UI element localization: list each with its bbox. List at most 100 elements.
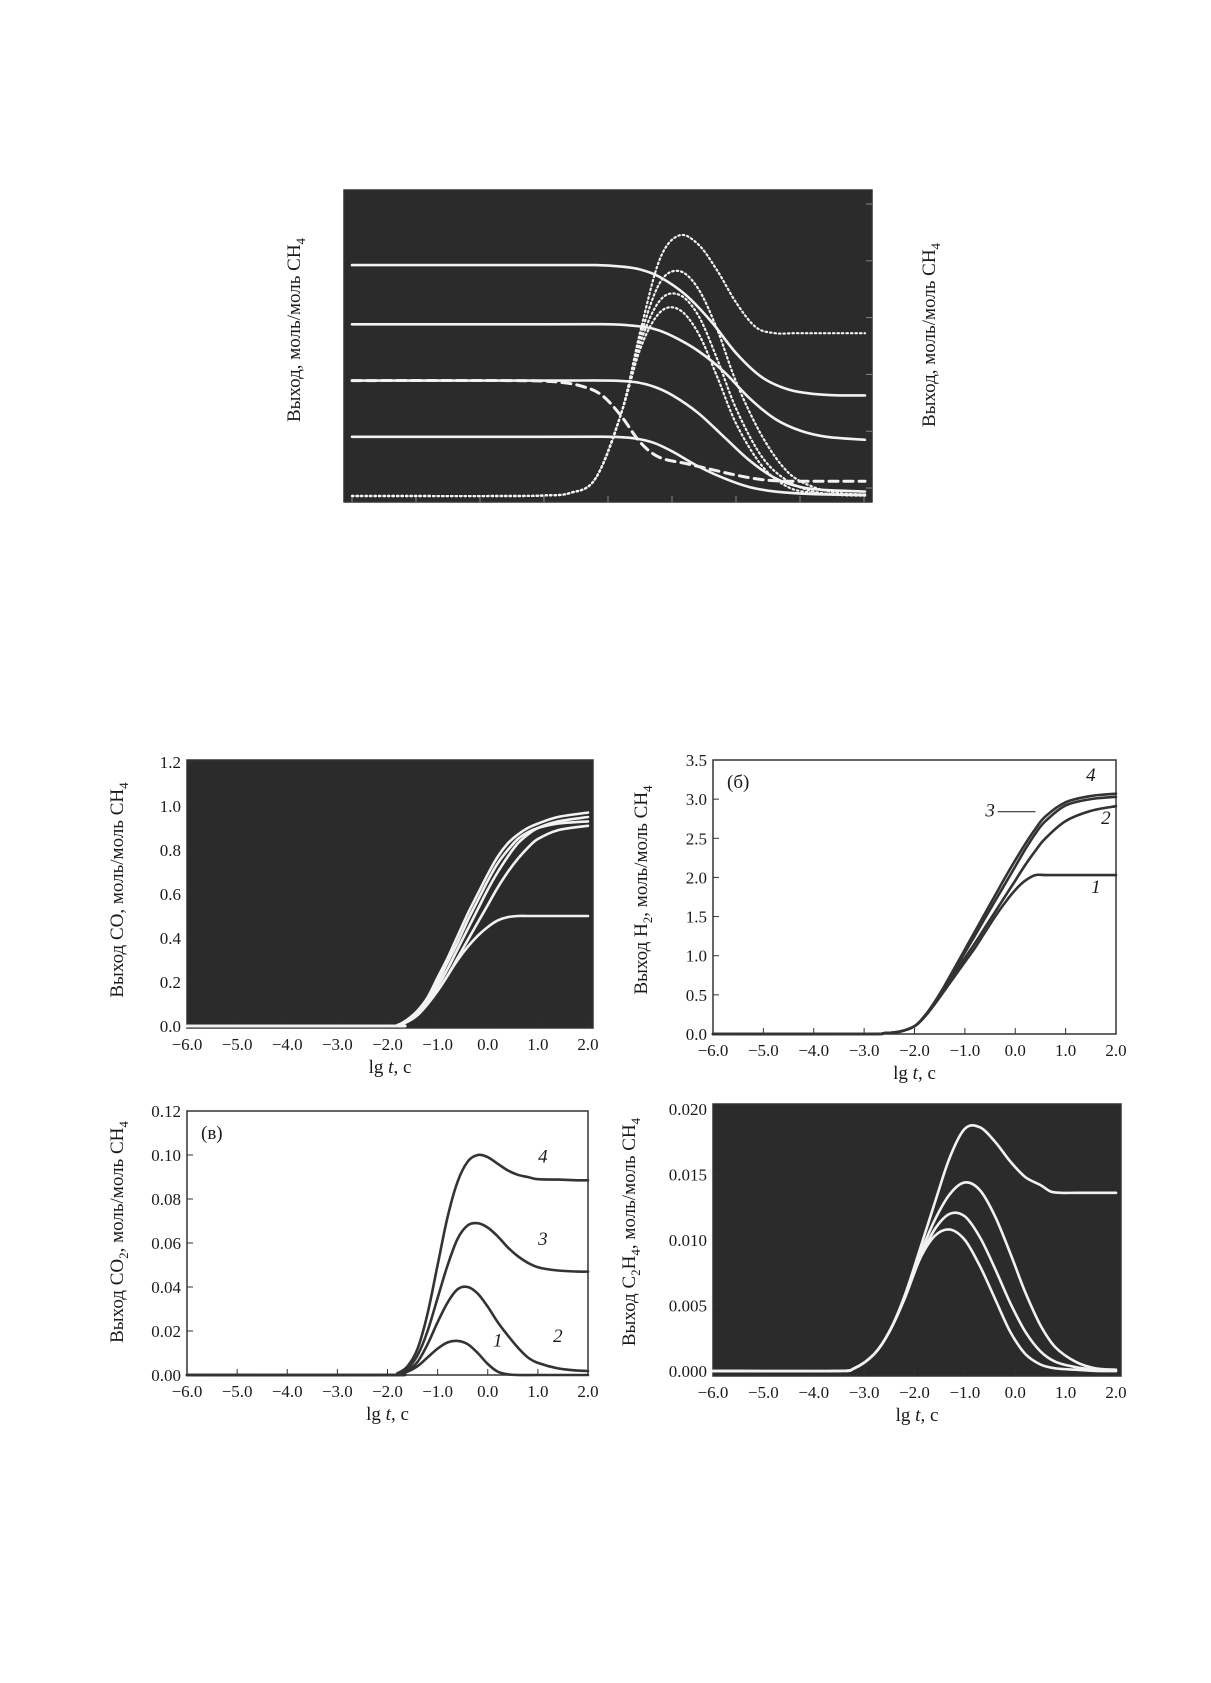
- b-series-line-4: [711, 792, 1118, 1036]
- c-panel-label: (в): [201, 1123, 223, 1144]
- d-ytick-label: 0.010: [669, 1231, 707, 1250]
- d-ylabel: Выход C2H4, моль/моль CH4: [619, 1117, 643, 1346]
- a-xtick-label: 2.0: [577, 1035, 598, 1054]
- chart-top: [343, 189, 873, 503]
- b-xtick-label: −2.0: [899, 1041, 930, 1060]
- b-curve-label-4: 4: [1086, 765, 1096, 786]
- c-xtick-label: −2.0: [372, 1382, 403, 1401]
- b-xtick-label: −1.0: [949, 1041, 980, 1060]
- c-xtick-label: 2.0: [577, 1382, 598, 1401]
- b-curve-label-1: 1: [1091, 877, 1101, 898]
- b-xtick-label: 0.0: [1005, 1041, 1026, 1060]
- c-curve-label-2: 2: [553, 1326, 563, 1347]
- chart-d: −6.0 −5.0 −4.0 −3.0 −2.0 −1.0 0.0 1.0 2.0 lg t, c…: [669, 1100, 1127, 1426]
- b-ytick-label: 1.5: [686, 908, 707, 927]
- b-ytick-label: 2.0: [686, 868, 707, 887]
- a-xtick-label: −4.0: [272, 1035, 303, 1054]
- d-ytick-label: 0.015: [669, 1166, 707, 1185]
- d-xtick-label: −6.0: [698, 1383, 729, 1402]
- c-xtick-label: 0.0: [477, 1382, 498, 1401]
- b-plot-area: [712, 759, 1117, 1035]
- d-xtick-label: −2.0: [899, 1383, 930, 1402]
- b-xtick-label: 1.0: [1055, 1041, 1076, 1060]
- a-xtick-label: −3.0: [322, 1035, 353, 1054]
- b-xtick-label: 2.0: [1105, 1041, 1126, 1060]
- a-xtick-label: −6.0: [172, 1035, 203, 1054]
- b-xtick-label: −4.0: [798, 1041, 829, 1060]
- chart-c: −6.0 −5.0 −4.0 −3.0 −2.0 −1.0 0.0 1.0 2.0 lg t, c…: [151, 1102, 598, 1425]
- c-ytick-label: 0.10: [151, 1146, 181, 1165]
- c-ytick-label: 0.00: [151, 1366, 181, 1385]
- c-xtick-label: −1.0: [422, 1382, 453, 1401]
- top-series-line-2: [350, 322, 867, 442]
- a-xtick-label: −2.0: [372, 1035, 403, 1054]
- chart-b: −6.0 −5.0 −4.0 −3.0 −2.0 −1.0 0.0 1.0 2.0 lg t, c…: [686, 751, 1127, 1084]
- b-xtick-label: −6.0: [698, 1041, 729, 1060]
- top-series-line-4: [350, 435, 867, 497]
- a-xtick-label: −1.0: [422, 1035, 453, 1054]
- a-ytick-label: 0.2: [160, 973, 181, 992]
- a-xlabel: lg t, c: [369, 1057, 412, 1078]
- a-xtick-label: 0.0: [477, 1035, 498, 1054]
- d-ytick-label: 0.000: [669, 1362, 707, 1381]
- d-xtick-label: 1.0: [1055, 1383, 1076, 1402]
- c-ytick-label: 0.02: [151, 1322, 181, 1341]
- top-ylabel-left: Выход, моль/моль CH4: [284, 237, 308, 422]
- b-ylabel: Выход H2, моль/моль CH4: [631, 785, 655, 995]
- b-xtick-label: −5.0: [748, 1041, 779, 1060]
- b-curve-label-2: 2: [1101, 808, 1111, 829]
- b-ytick-label: 0.5: [686, 986, 707, 1005]
- c-ytick-label: 0.12: [151, 1102, 181, 1121]
- a-xtick-label: 1.0: [527, 1035, 548, 1054]
- d-xtick-label: 0.0: [1005, 1383, 1026, 1402]
- d-xlabel: lg t, c: [896, 1405, 939, 1426]
- d-xtick-label: −4.0: [798, 1383, 829, 1402]
- c-ytick-label: 0.06: [151, 1234, 181, 1253]
- top-series-line-9: [350, 306, 867, 498]
- c-xtick-label: −5.0: [222, 1382, 253, 1401]
- chart-a: −6.0 −5.0 −4.0 −3.0 −2.0 −1.0 0.0 1.0 2.0 lg t, c…: [160, 753, 599, 1078]
- c-xtick-label: 1.0: [527, 1382, 548, 1401]
- c-xtick-label: −4.0: [272, 1382, 303, 1401]
- c-ytick-label: 0.04: [151, 1278, 181, 1297]
- d-xtick-label: −5.0: [748, 1383, 779, 1402]
- b-ytick-label: 1.0: [686, 947, 707, 966]
- a-ytick-label: 1.0: [160, 797, 181, 816]
- c-ylabel: Выход CO2, моль/моль CH4: [107, 1121, 131, 1343]
- a-series-line-5: [185, 811, 590, 1028]
- d-ytick-label: 0.005: [669, 1297, 707, 1316]
- c-ytick-label: 0.08: [151, 1190, 181, 1209]
- top-ylabel-right: Выход, моль/моль CH4: [919, 242, 943, 427]
- top-plot-area: [343, 189, 873, 503]
- b-ytick-label: 2.5: [686, 829, 707, 848]
- a-xtick-label: −5.0: [222, 1035, 253, 1054]
- d-plot-area: [712, 1103, 1122, 1377]
- b-curve-label-3: 3: [984, 800, 995, 821]
- c-xtick-label: −6.0: [172, 1382, 203, 1401]
- b-ytick-label: 3.5: [686, 751, 707, 770]
- c-xtick-label: −3.0: [322, 1382, 353, 1401]
- d-series-line-4: [711, 1124, 1118, 1373]
- c-curve-label-3: 3: [537, 1229, 548, 1250]
- b-ytick-label: 3.0: [686, 790, 707, 809]
- a-ytick-label: 0.0: [160, 1017, 181, 1036]
- a-ytick-label: 1.2: [160, 753, 181, 772]
- a-ytick-label: 0.4: [160, 929, 182, 948]
- c-curve-label-1: 1: [493, 1330, 503, 1351]
- d-xtick-label: −3.0: [849, 1383, 880, 1402]
- b-ytick-label: 0.0: [686, 1025, 707, 1044]
- c-xlabel: lg t, c: [366, 1404, 409, 1425]
- a-ylabel: Выход CO, моль/моль CH4: [107, 782, 131, 998]
- c-plot-area: [186, 1110, 589, 1376]
- d-xtick-label: 2.0: [1105, 1383, 1126, 1402]
- b-xlabel: lg t, c: [893, 1063, 936, 1084]
- a-ytick-label: 0.6: [160, 885, 181, 904]
- b-panel-label: (б): [727, 772, 749, 793]
- c-series-line-4: [185, 1153, 590, 1377]
- a-ytick-label: 0.8: [160, 841, 181, 860]
- c-curve-label-4: 4: [538, 1147, 548, 1168]
- b-xtick-label: −3.0: [849, 1041, 880, 1060]
- d-ytick-label: 0.020: [669, 1100, 707, 1119]
- a-plot-area: [186, 759, 594, 1029]
